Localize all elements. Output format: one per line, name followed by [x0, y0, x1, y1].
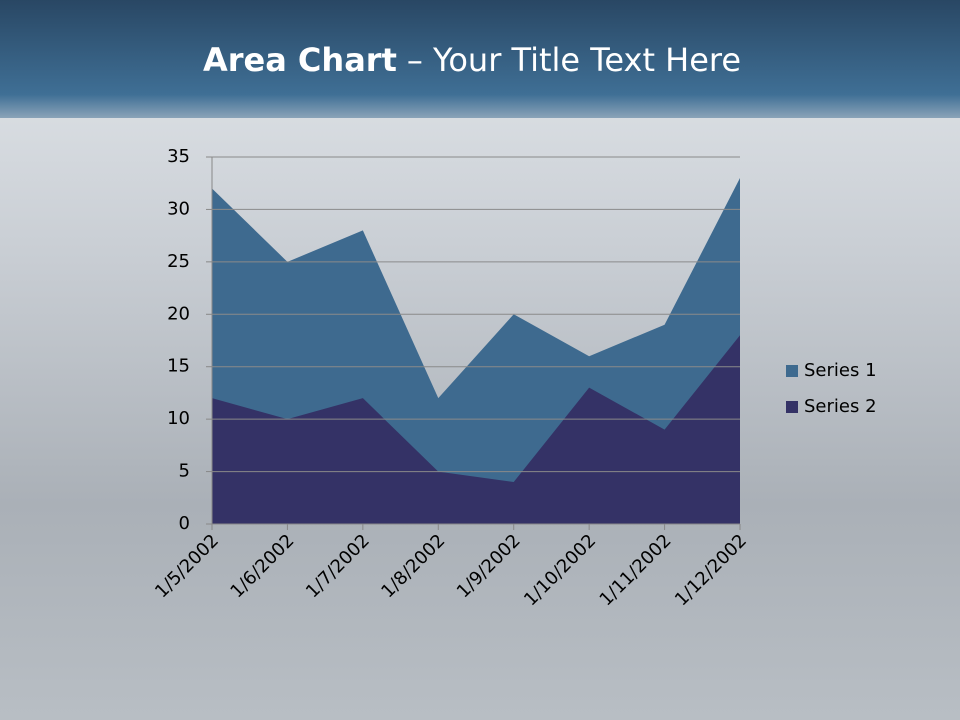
y-tick-label: 35	[167, 146, 190, 167]
y-tick-label: 15	[167, 356, 190, 377]
legend-label: Series 1	[804, 360, 877, 381]
slide-title: Area Chart – Your Title Text Here	[203, 41, 741, 79]
y-tick-label: 0	[179, 513, 190, 534]
y-tick-label: 30	[167, 198, 190, 219]
y-tick-label: 10	[167, 408, 190, 429]
y-tick-label: 20	[167, 303, 190, 324]
area	[212, 335, 740, 524]
legend-swatch	[786, 401, 798, 413]
y-tick-label: 25	[167, 251, 190, 272]
title-bold: Area Chart	[203, 41, 397, 79]
title-rest: – Your Title Text Here	[407, 41, 741, 79]
legend-swatch	[786, 365, 798, 377]
y-tick-label: 5	[179, 461, 190, 482]
legend-label: Series 2	[804, 396, 877, 417]
title-band	[0, 0, 960, 118]
